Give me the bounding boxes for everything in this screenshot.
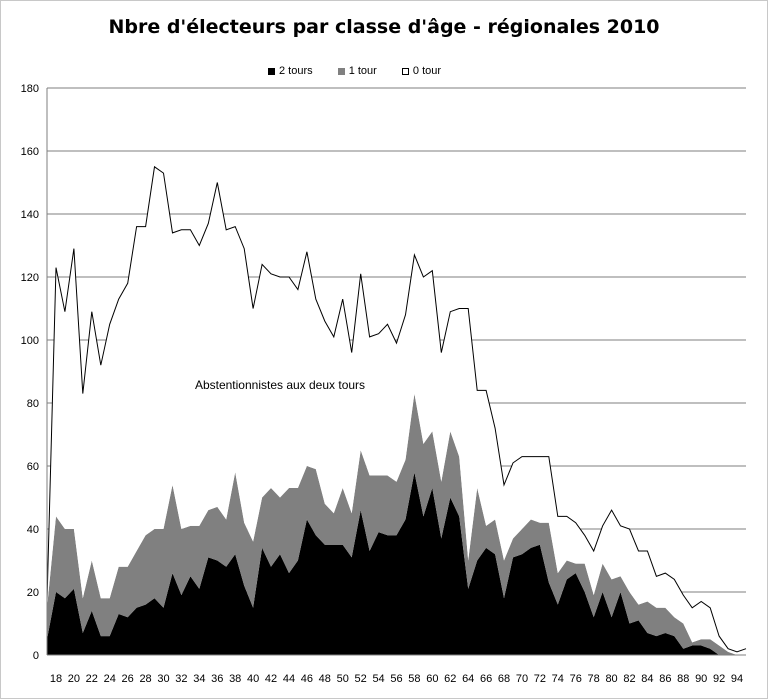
- y-tick-label-0: 0: [33, 650, 39, 662]
- y-tick-label-180: 180: [21, 83, 39, 95]
- x-tick-label-58: 58: [408, 673, 420, 685]
- x-tick-label-68: 68: [498, 673, 510, 685]
- legend-swatch-2-tours: [268, 67, 275, 75]
- chart-title: Nbre d'électeurs par classe d'âge - régi…: [108, 16, 660, 38]
- area-series: [46, 165, 747, 656]
- x-tick-label-76: 76: [570, 673, 582, 685]
- y-tick-label-120: 120: [21, 272, 39, 284]
- x-tick-label-56: 56: [390, 673, 402, 685]
- x-tick-label-22: 22: [86, 673, 98, 685]
- y-tick-label-40: 40: [27, 524, 39, 536]
- y-tick-label-160: 160: [21, 146, 39, 158]
- x-tick-label-78: 78: [588, 673, 600, 685]
- y-tick-label-140: 140: [21, 209, 39, 221]
- y-tick-labels: 0 20 40 60 80 100 120 140 160 180: [21, 83, 39, 662]
- x-tick-label-18: 18: [50, 673, 62, 685]
- x-tick-label-20: 20: [68, 673, 80, 685]
- legend-item-0-tour: 0 tour: [401, 65, 442, 77]
- x-tick-label-36: 36: [211, 673, 223, 685]
- x-tick-label-82: 82: [623, 673, 635, 685]
- annotation-votants: Votants aux deux tours: [360, 610, 482, 624]
- x-tick-label-72: 72: [534, 673, 546, 685]
- legend-item-2-tours: 2 tours: [268, 65, 313, 77]
- x-tick-label-94: 94: [731, 673, 743, 685]
- x-tick-label-88: 88: [677, 673, 689, 685]
- x-tick-labels: 18 20 22 24 26 28 30 32 34 36 38 40 42 44 46 48 50 52 54 56…: [50, 673, 743, 685]
- area-1-tour: [47, 393, 746, 655]
- x-tick-label-28: 28: [139, 673, 151, 685]
- x-tick-label-48: 48: [319, 673, 331, 685]
- x-tick-label-54: 54: [372, 673, 384, 685]
- x-tick-label-84: 84: [641, 673, 653, 685]
- x-tick-label-42: 42: [265, 673, 277, 685]
- y-tick-label-100: 100: [21, 335, 39, 347]
- x-tick-label-74: 74: [552, 673, 564, 685]
- x-tick-label-62: 62: [444, 673, 456, 685]
- x-tick-label-34: 34: [193, 673, 205, 685]
- legend-swatch-0-tour: [401, 67, 409, 75]
- x-tick-label-70: 70: [516, 673, 528, 685]
- x-tick-label-52: 52: [355, 673, 367, 685]
- y-tick-label-20: 20: [27, 587, 39, 599]
- area-0-tour: [47, 166, 746, 656]
- area-outline-0-tour: [46, 165, 747, 653]
- y-tick-label-60: 60: [27, 461, 39, 473]
- x-tick-label-24: 24: [104, 673, 116, 685]
- x-tick-label-38: 38: [229, 673, 241, 685]
- legend-item-1-tour: 1 tour: [337, 65, 377, 77]
- legend-label-0-tour: 0 tour: [412, 65, 442, 77]
- x-tick-label-60: 60: [426, 673, 438, 685]
- x-tick-label-26: 26: [122, 673, 134, 685]
- x-tick-label-32: 32: [175, 673, 187, 685]
- x-tick-label-66: 66: [480, 673, 492, 685]
- area-2-tours: [47, 472, 746, 655]
- x-tick-label-46: 46: [301, 673, 313, 685]
- legend-label-2-tours: 2 tours: [279, 65, 313, 77]
- x-tick-label-64: 64: [462, 673, 474, 685]
- x-tick-label-92: 92: [713, 673, 725, 685]
- x-tick-label-86: 86: [659, 673, 671, 685]
- y-tick-label-80: 80: [27, 398, 39, 410]
- legend-swatch-1-tour: [337, 67, 345, 75]
- x-tick-label-30: 30: [157, 673, 169, 685]
- x-tick-label-44: 44: [283, 673, 295, 685]
- legend-label-1-tour: 1 tour: [348, 65, 377, 77]
- axes: [46, 88, 746, 656]
- annotation-abstentionnistes: Abstentionnistes aux deux tours: [195, 378, 365, 392]
- x-tick-label-50: 50: [337, 673, 349, 685]
- x-tick-label-80: 80: [605, 673, 617, 685]
- x-tick-label-90: 90: [695, 673, 707, 685]
- legend: 2 tours 1 tour 0 tour: [268, 65, 463, 78]
- x-tick-label-40: 40: [247, 673, 259, 685]
